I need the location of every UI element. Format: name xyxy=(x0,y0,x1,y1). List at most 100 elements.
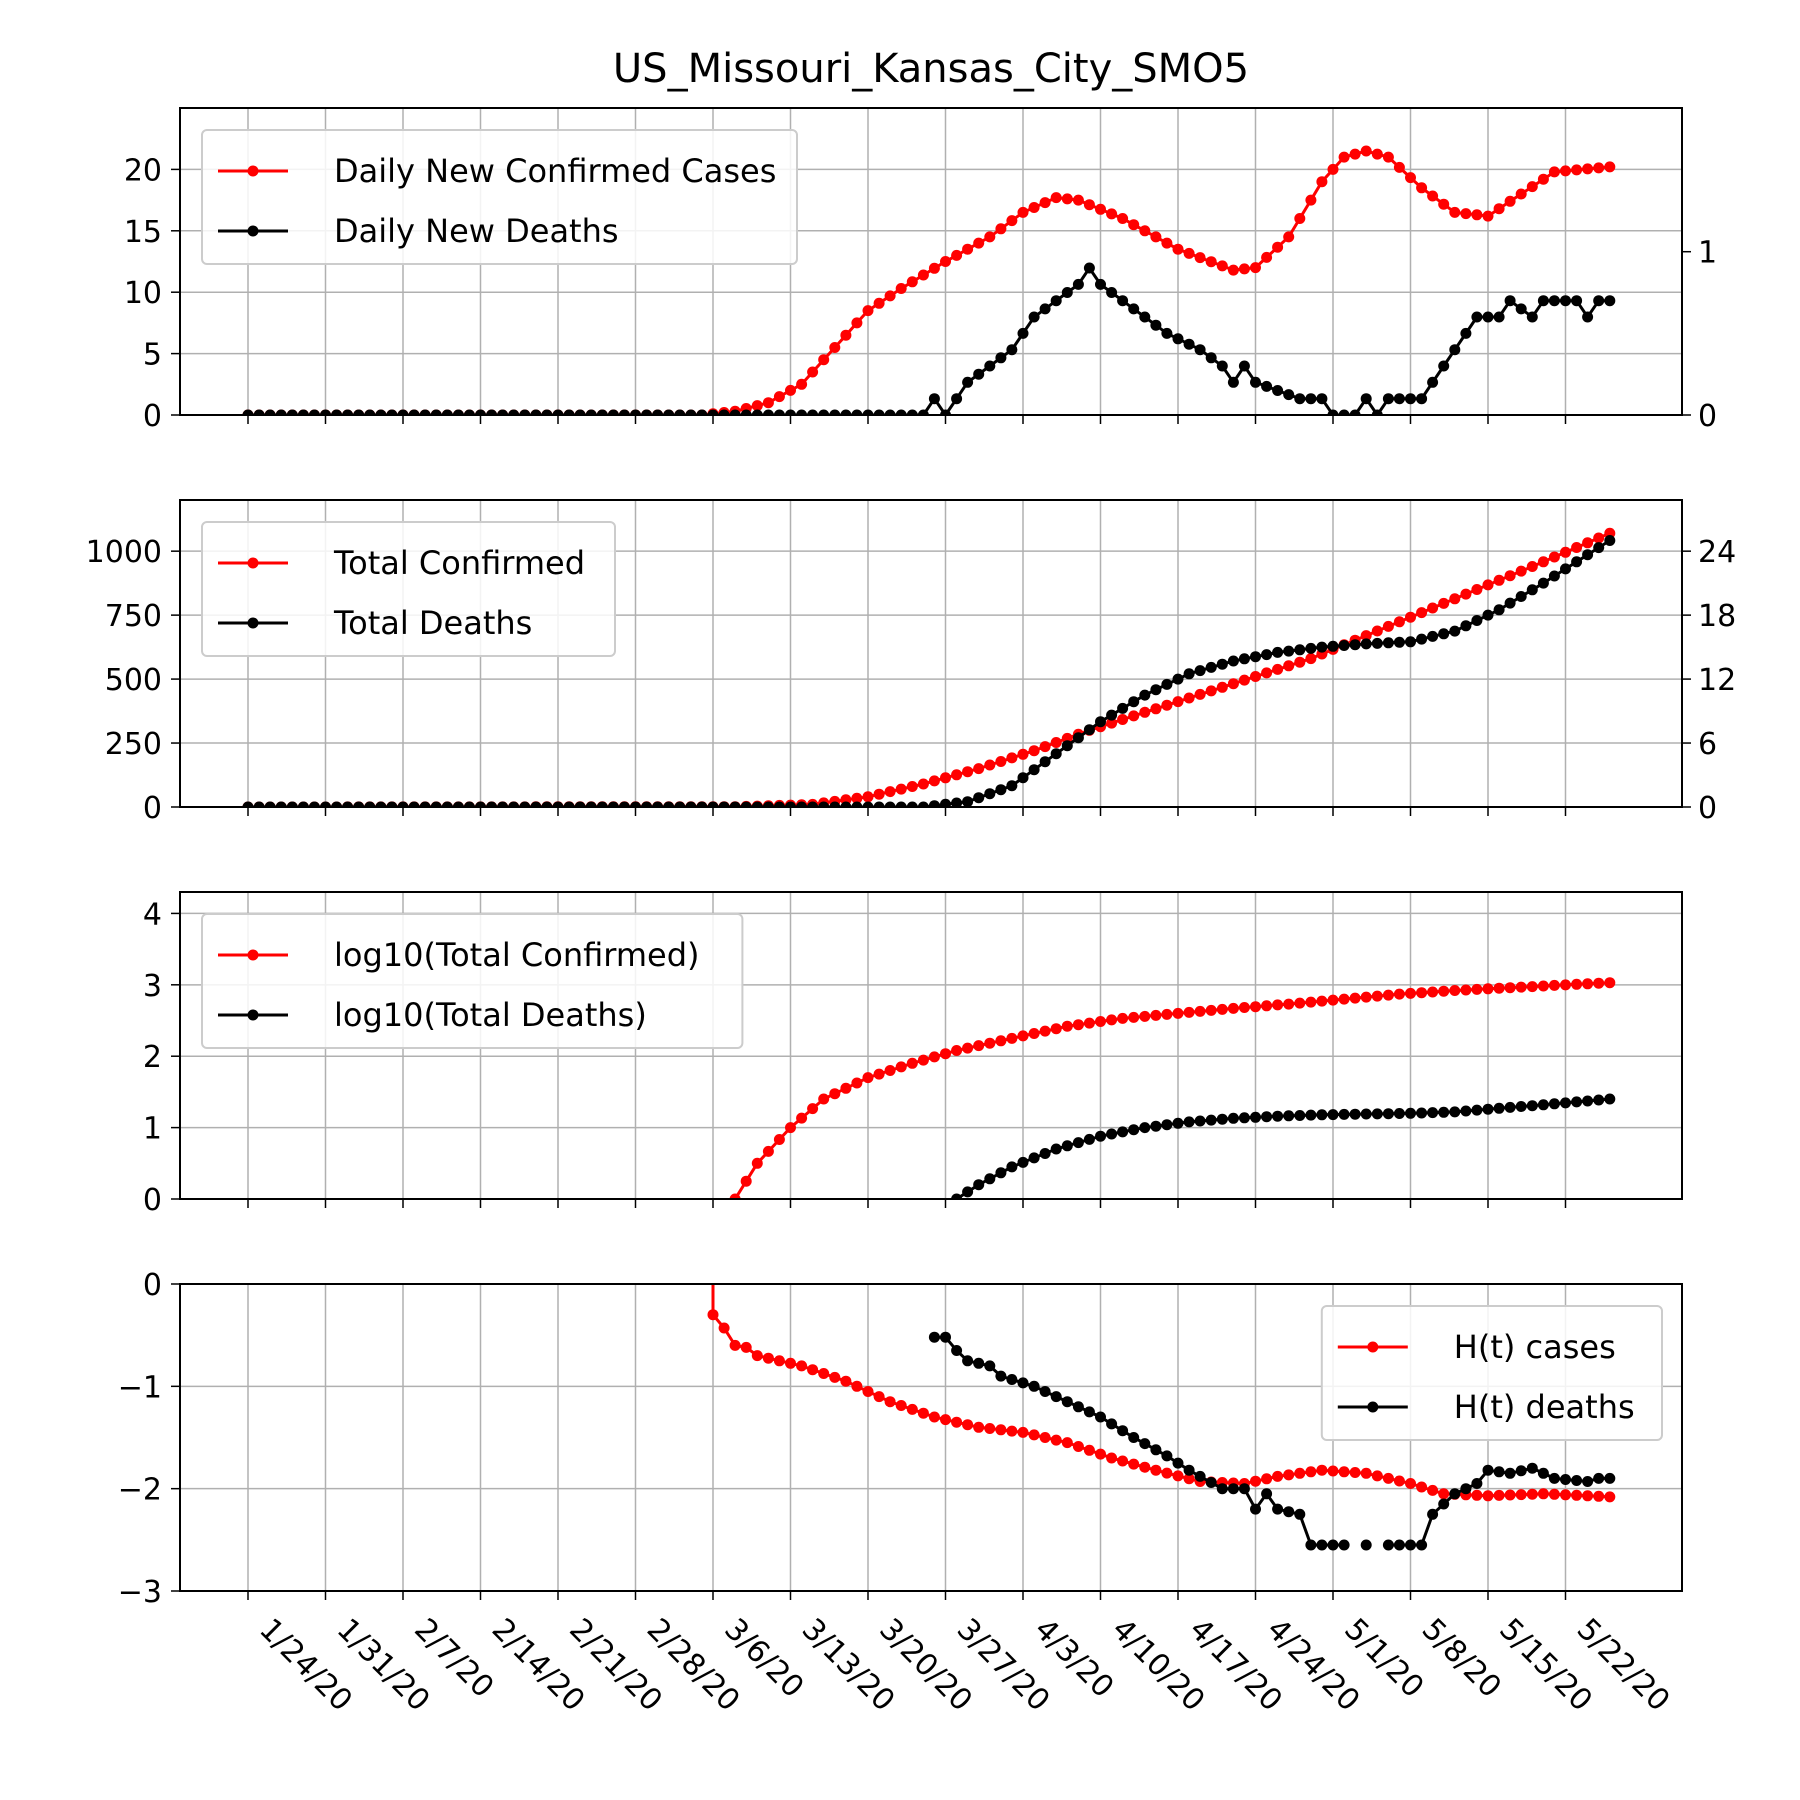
data-point xyxy=(1294,393,1306,405)
data-point xyxy=(253,801,265,807)
legend-swatch-marker xyxy=(247,617,259,629)
data-point xyxy=(1349,1467,1361,1478)
data-point xyxy=(1216,658,1228,670)
data-point xyxy=(508,409,520,415)
data-point xyxy=(840,409,852,415)
data-point xyxy=(962,766,974,778)
data-point xyxy=(1349,1108,1361,1120)
data-point xyxy=(851,792,863,804)
data-point xyxy=(1537,173,1549,185)
data-point xyxy=(884,1065,896,1076)
data-point xyxy=(1360,1108,1372,1120)
data-point xyxy=(1338,1539,1350,1551)
data-point xyxy=(1371,1108,1383,1120)
data-point xyxy=(1017,206,1029,218)
data-point xyxy=(1106,717,1118,729)
data-point xyxy=(807,801,819,807)
data-point xyxy=(1582,1095,1594,1107)
data-point xyxy=(1371,637,1383,649)
data-point xyxy=(906,1403,918,1415)
data-point xyxy=(342,409,354,415)
data-point xyxy=(1261,1111,1273,1123)
data-point xyxy=(1172,333,1184,345)
data-point xyxy=(1548,1098,1560,1110)
data-point xyxy=(984,231,996,243)
data-point xyxy=(1515,1489,1527,1501)
data-point xyxy=(1028,764,1040,776)
data-point xyxy=(1294,997,1306,1009)
data-point xyxy=(940,256,951,267)
data-point xyxy=(818,354,830,366)
data-point xyxy=(940,1414,951,1426)
data-point xyxy=(1050,295,1062,307)
data-point xyxy=(430,801,442,807)
data-point xyxy=(1560,1489,1571,1501)
data-point xyxy=(1548,979,1560,991)
legend-label: log10(Total Confirmed) xyxy=(334,936,700,974)
data-point xyxy=(1194,1115,1206,1127)
data-point xyxy=(1283,1469,1295,1481)
data-point xyxy=(1194,344,1206,356)
y-tick-label: 20 xyxy=(124,153,162,188)
data-point xyxy=(762,397,774,409)
data-point xyxy=(1250,262,1261,274)
data-point xyxy=(331,801,343,807)
data-point xyxy=(740,1341,752,1353)
data-point xyxy=(552,801,564,807)
data-point xyxy=(1095,1448,1106,1460)
data-point xyxy=(1604,1472,1616,1484)
panel-3: 0 1 2 3 4 log10(Total Confirmed) log10(Total D… xyxy=(143,891,1683,1218)
legend-box xyxy=(201,129,798,265)
data-point xyxy=(1205,1477,1217,1488)
data-point xyxy=(1405,611,1416,623)
data-point xyxy=(729,1193,741,1199)
data-point xyxy=(297,409,309,415)
data-point xyxy=(1028,1380,1040,1392)
data-point xyxy=(1106,287,1118,298)
data-point xyxy=(1338,1466,1350,1478)
data-point xyxy=(1460,588,1472,600)
data-point xyxy=(685,409,697,415)
data-point xyxy=(1560,979,1571,991)
data-point xyxy=(1017,772,1029,784)
data-point xyxy=(375,801,387,807)
axes-frame xyxy=(179,1283,1683,1592)
data-point xyxy=(951,769,963,781)
data-point xyxy=(995,756,1007,767)
data-point xyxy=(1405,1539,1416,1551)
data-point xyxy=(1050,737,1062,748)
y-tick-label: 750 xyxy=(105,599,162,634)
data-point xyxy=(940,1048,951,1060)
data-point xyxy=(1515,1101,1527,1112)
data-point xyxy=(641,409,653,415)
data-point xyxy=(1405,636,1416,648)
data-point xyxy=(984,1360,996,1372)
data-point xyxy=(1438,628,1450,640)
data-point xyxy=(973,368,985,380)
data-point xyxy=(696,409,708,415)
data-point xyxy=(1471,615,1483,626)
legend-swatch-marker xyxy=(247,949,259,961)
data-point xyxy=(286,409,298,415)
data-point xyxy=(1216,1003,1228,1015)
data-point xyxy=(264,801,276,807)
y2-tick-label: 24 xyxy=(1698,535,1736,570)
data-point xyxy=(1537,577,1549,589)
data-point xyxy=(1139,1438,1151,1450)
data-point xyxy=(1072,1019,1084,1031)
data-point xyxy=(1438,597,1450,609)
data-point xyxy=(1294,1110,1306,1121)
data-point xyxy=(984,1037,996,1049)
data-point xyxy=(618,409,630,415)
data-point xyxy=(1382,1472,1394,1484)
data-point xyxy=(541,409,553,415)
data-point xyxy=(1083,1444,1095,1456)
data-point xyxy=(785,409,796,415)
data-point xyxy=(751,801,763,807)
data-point xyxy=(707,1309,719,1321)
data-point xyxy=(873,801,885,807)
data-point xyxy=(1194,688,1206,700)
data-point xyxy=(962,1355,974,1367)
data-point xyxy=(807,1103,819,1115)
data-point xyxy=(441,801,453,807)
